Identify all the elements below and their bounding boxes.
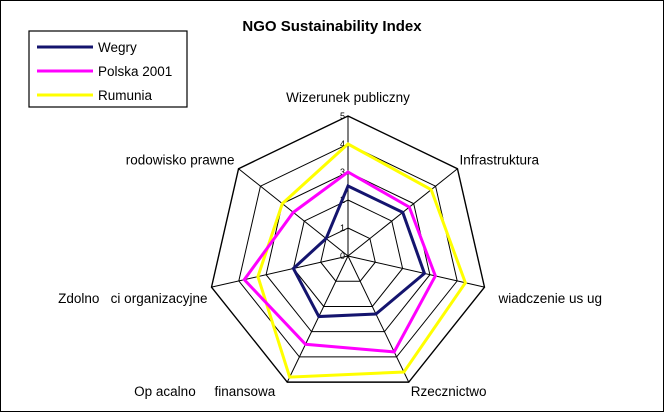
tick-label-3: 3 (340, 167, 345, 177)
axis-label-7: rodowisko prawne (126, 153, 235, 168)
grid-ring-4 (238, 143, 458, 358)
radar-axis-labels: Wizerunek publiczny Infrastruktura wiadcze… (58, 90, 602, 399)
series-line-wegry (291, 183, 427, 319)
tick-label-4: 4 (340, 139, 345, 149)
radar-series (242, 142, 468, 379)
axis-label-1: Wizerunek publiczny (286, 90, 410, 105)
legend-label-3: Rumunia (98, 88, 153, 103)
radar-spokes (211, 116, 485, 383)
chart-title: NGO Sustainability Index (242, 18, 422, 35)
axis-label-3: wiadczenie us ug (497, 291, 602, 306)
legend-label-2: Polska 2001 (98, 64, 172, 79)
series-line-rumunia (256, 142, 468, 379)
axis-label-6: Zdolno ci organizacyjne (58, 291, 207, 306)
axis-label-2: Infrastruktura (459, 153, 539, 168)
axis-spoke-6 (211, 255, 349, 288)
axis-spoke-4 (347, 255, 410, 383)
grid-ring-5 (210, 115, 486, 383)
tick-label-5: 5 (340, 111, 345, 121)
grid-ring-1 (320, 227, 376, 282)
tick-label-1: 1 (340, 223, 345, 233)
legend: Wegry Polska 2001 Rumunia (28, 30, 188, 108)
series-line-polska-2001 (242, 170, 437, 354)
radar-grid (210, 115, 486, 383)
axis-label-4: Rzecznictwo (411, 384, 487, 399)
grid-ring-2 (292, 199, 404, 307)
axis-spoke-3 (347, 255, 485, 288)
axis-spoke-5 (286, 255, 349, 383)
legend-label-1: Wegry (98, 40, 137, 55)
axis-label-5: Op acalno finansowa (134, 384, 276, 399)
tick-label-0: 0 (340, 251, 345, 261)
